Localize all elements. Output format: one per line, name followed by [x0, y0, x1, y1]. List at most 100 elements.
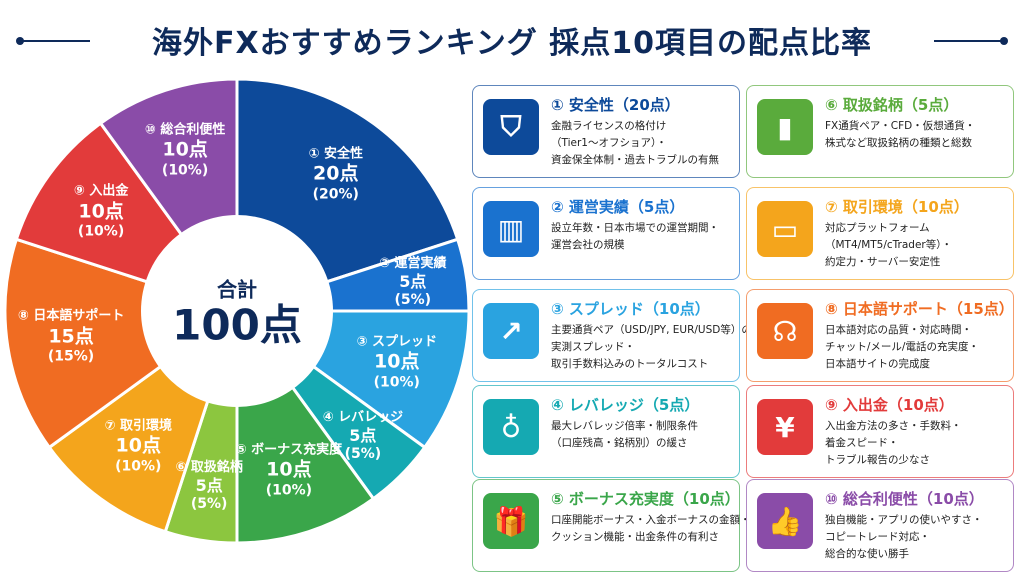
card-description: 独自機能・アプリの使いやすさ・ コピートレード対応・ 総合的な使い勝手 [825, 512, 983, 563]
bar-chart-icon: ▮ [757, 99, 813, 155]
description-line: 金融ライセンスの格付け [551, 120, 667, 132]
trend-up-icon: ↗ [483, 303, 539, 359]
card-title: ⑥ 取扱銘柄（5点） [825, 96, 959, 114]
criterion-card: ⛉ ① 安全性（20点） 金融ライセンスの格付け （Tier1〜オフショア）・資金保全… [472, 85, 740, 178]
description-line: 約定力・サーバー安定性 [825, 256, 941, 268]
description-line: （MT4/MT5/cTrader等）・ [825, 239, 952, 251]
description-line: 運営会社の規模 [551, 239, 625, 251]
slice-points: 5点 [349, 426, 377, 446]
card-description: 最大レバレッジ倍率・制限条件 （口座残高・銘柄別）の緩さ [551, 418, 698, 452]
card-title: ⑤ ボーナス充実度（10点） [551, 490, 740, 508]
slice-label: ⑥ 取扱銘柄 5点 (5%) [175, 460, 243, 514]
description-line: 独自機能・アプリの使いやすさ・ [825, 514, 983, 526]
yen-icon: ¥ [757, 399, 813, 455]
card-description: 口座開能ボーナス・入金ボーナスの金額・ クッション機能・出金条件の有利さ [551, 512, 751, 546]
slice-percent: (10%) [77, 223, 125, 240]
card-description: FX通貨ペア・CFD・仮想通貨・ 株式など取扱銘柄の種類と総数 [825, 118, 975, 152]
description-line: （Tier1〜オフショア）・ [551, 137, 667, 149]
slice-name: ⑩ 総合利便性 [144, 122, 226, 138]
description-line: チャット/メール/電話の充実度・ [825, 341, 979, 353]
criterion-card: ♁ ④ レバレッジ（5点） 最大レバレッジ倍率・制限条件 （口座残高・銘柄別）の緩さ [472, 385, 740, 478]
slice-label: ⑦ 取引環境 10点 (10%) [104, 418, 172, 476]
slice-name: ⑧ 日本語サポート [17, 308, 125, 324]
slice-percent: (20%) [312, 186, 359, 203]
slice-percent: (10%) [161, 162, 209, 179]
total-label: 合計 [216, 277, 257, 302]
description-line: 株式など取扱銘柄の種類と総数 [825, 137, 972, 149]
slice-name: ① 安全性 [308, 146, 364, 162]
card-title: ⑩ 総合利便性（10点） [825, 490, 984, 508]
slice-percent: (15%) [47, 348, 95, 365]
slice-label: ⑩ 総合利便性 10点 (10%) [145, 122, 226, 180]
gift-icon: 🎁 [483, 493, 539, 549]
slice-percent: (10%) [115, 458, 162, 475]
slice-points: 10点 [374, 350, 420, 373]
description-line: 着金スピード・ [825, 437, 899, 449]
slice-points: 15点 [48, 324, 94, 347]
description-line: 日本語サイトの完成度 [825, 358, 930, 370]
card-description: 設立年数・日本市場での運営期間・ 運営会社の規模 [551, 220, 719, 254]
card-description: 対応プラットフォーム （MT4/MT5/cTrader等）・ 約定力・サーバー安定性 [825, 220, 952, 271]
card-description: 金融ライセンスの格付け （Tier1〜オフショア）・資金保全体制・過去トラブルの有… [551, 118, 719, 169]
shield-icon: ⛉ [483, 99, 539, 155]
pie-center: 合計 100点 [172, 273, 302, 348]
slice-percent: (5%) [394, 292, 432, 309]
pie-chart [3, 77, 471, 545]
card-title: ① 安全性（20点） [551, 96, 680, 114]
criterion-card: ▭ ⑦ 取引環境（10点） 対応プラットフォーム （MT4/MT5/cTrader等）… [746, 187, 1014, 280]
description-line: 設立年数・日本市場での運営期間・ [551, 222, 719, 234]
description-line: 取引手数料込みのトータルコスト [551, 358, 709, 370]
slice-name: ⑥ 取扱銘柄 [175, 459, 243, 475]
slice-label: ③ スプレッド 10点 (10%) [356, 334, 437, 392]
slice-label: ① 安全性 20点 (20%) [308, 146, 363, 204]
description-line: 口座開能ボーナス・入金ボーナスの金額・ [551, 514, 751, 526]
slice-points: 20点 [313, 162, 359, 185]
slice-label: ② 運営実績 5点 (5%) [379, 256, 447, 310]
slice-label: ⑤ ボーナス充実度 10点 (10%) [236, 442, 343, 500]
criterion-card: 🎁 ⑤ ボーナス充実度（10点） 口座開能ボーナス・入金ボーナスの金額・ クッション機… [472, 479, 751, 572]
description-line: 主要通貨ペア（USD/JPY, EUR/USD等）の [551, 324, 752, 336]
slice-percent: (10%) [373, 374, 420, 391]
criterion-card: ☊ ⑧ 日本語サポート（15点） 日本語対応の品質・対応時間・ チャット/メール/電話… [746, 289, 1014, 382]
description-line: （口座残高・銘柄別）の緩さ [551, 437, 688, 449]
description-line: クッション機能・出金条件の有利さ [551, 531, 719, 543]
thumbs-up-icon: 👍 [757, 493, 813, 549]
slice-points: 5点 [399, 272, 427, 292]
slice-points: 5点 [195, 476, 223, 496]
criterion-card: ▮ ⑥ 取扱銘柄（5点） FX通貨ペア・CFD・仮想通貨・ 株式など取扱銘柄の種類と総… [746, 85, 1014, 178]
pie-slice [3, 237, 241, 450]
description-line: トラブル報告の少なさ [825, 454, 930, 466]
description-line: 総合的な使い勝手 [825, 548, 909, 560]
card-title: ② 運営実績（5点） [551, 198, 685, 216]
slice-name: ⑤ ボーナス充実度 [235, 442, 343, 458]
card-title: ⑧ 日本語サポート（15点） [825, 300, 1014, 318]
card-title: ③ スプレッド（10点） [551, 300, 710, 318]
card-title: ⑨ 入出金（10点） [825, 396, 954, 414]
description-line: 資金保全体制・過去トラブルの有無 [551, 154, 719, 166]
card-description: 主要通貨ペア（USD/JPY, EUR/USD等）の 実測スプレッド・ 取引手数料込… [551, 322, 752, 373]
slice-percent: (10%) [265, 482, 313, 499]
description-line: 対応プラットフォーム [825, 222, 930, 234]
card-title: ⑦ 取引環境（10点） [825, 198, 969, 216]
description-line: 日本語対応の品質・対応時間・ [825, 324, 972, 336]
slice-percent: (5%) [344, 446, 382, 463]
criterion-card: 👍 ⑩ 総合利便性（10点） 独自機能・アプリの使いやすさ・ コピートレード対応・ 総合… [746, 479, 1014, 572]
slice-label: ⑧ 日本語サポート 15点 (15%) [18, 309, 125, 367]
monitor-icon: ▭ [757, 201, 813, 257]
slice-name: ⑨ 入出金 [73, 183, 129, 199]
slice-name: ② 運営実績 [379, 256, 447, 272]
description-line: コピートレード対応・ [825, 531, 930, 543]
description-line: 最大レバレッジ倍率・制限条件 [551, 420, 698, 432]
slice-points: 10点 [115, 434, 161, 457]
slice-name: ③ スプレッド [356, 334, 438, 350]
criterion-card: ▥ ② 運営実績（5点） 設立年数・日本市場での運営期間・ 運営会社の規模 [472, 187, 740, 280]
slice-percent: (5%) [190, 496, 228, 513]
leverage-icon: ♁ [483, 399, 539, 455]
description-line: 入出金方法の多さ・手数料・ [825, 420, 962, 432]
title-rule-right [934, 37, 1008, 45]
slice-label: ④ レバレッジ 5点 (5%) [323, 410, 404, 464]
page-title: 海外FXおすすめランキング 採点10項目の配点比率 [152, 26, 872, 61]
slice-name: ⑦ 取引環境 [104, 418, 173, 434]
criterion-card: ↗ ③ スプレッド（10点） 主要通貨ペア（USD/JPY, EUR/USD等）の実… [472, 289, 752, 382]
total-value: 100点 [172, 300, 302, 350]
